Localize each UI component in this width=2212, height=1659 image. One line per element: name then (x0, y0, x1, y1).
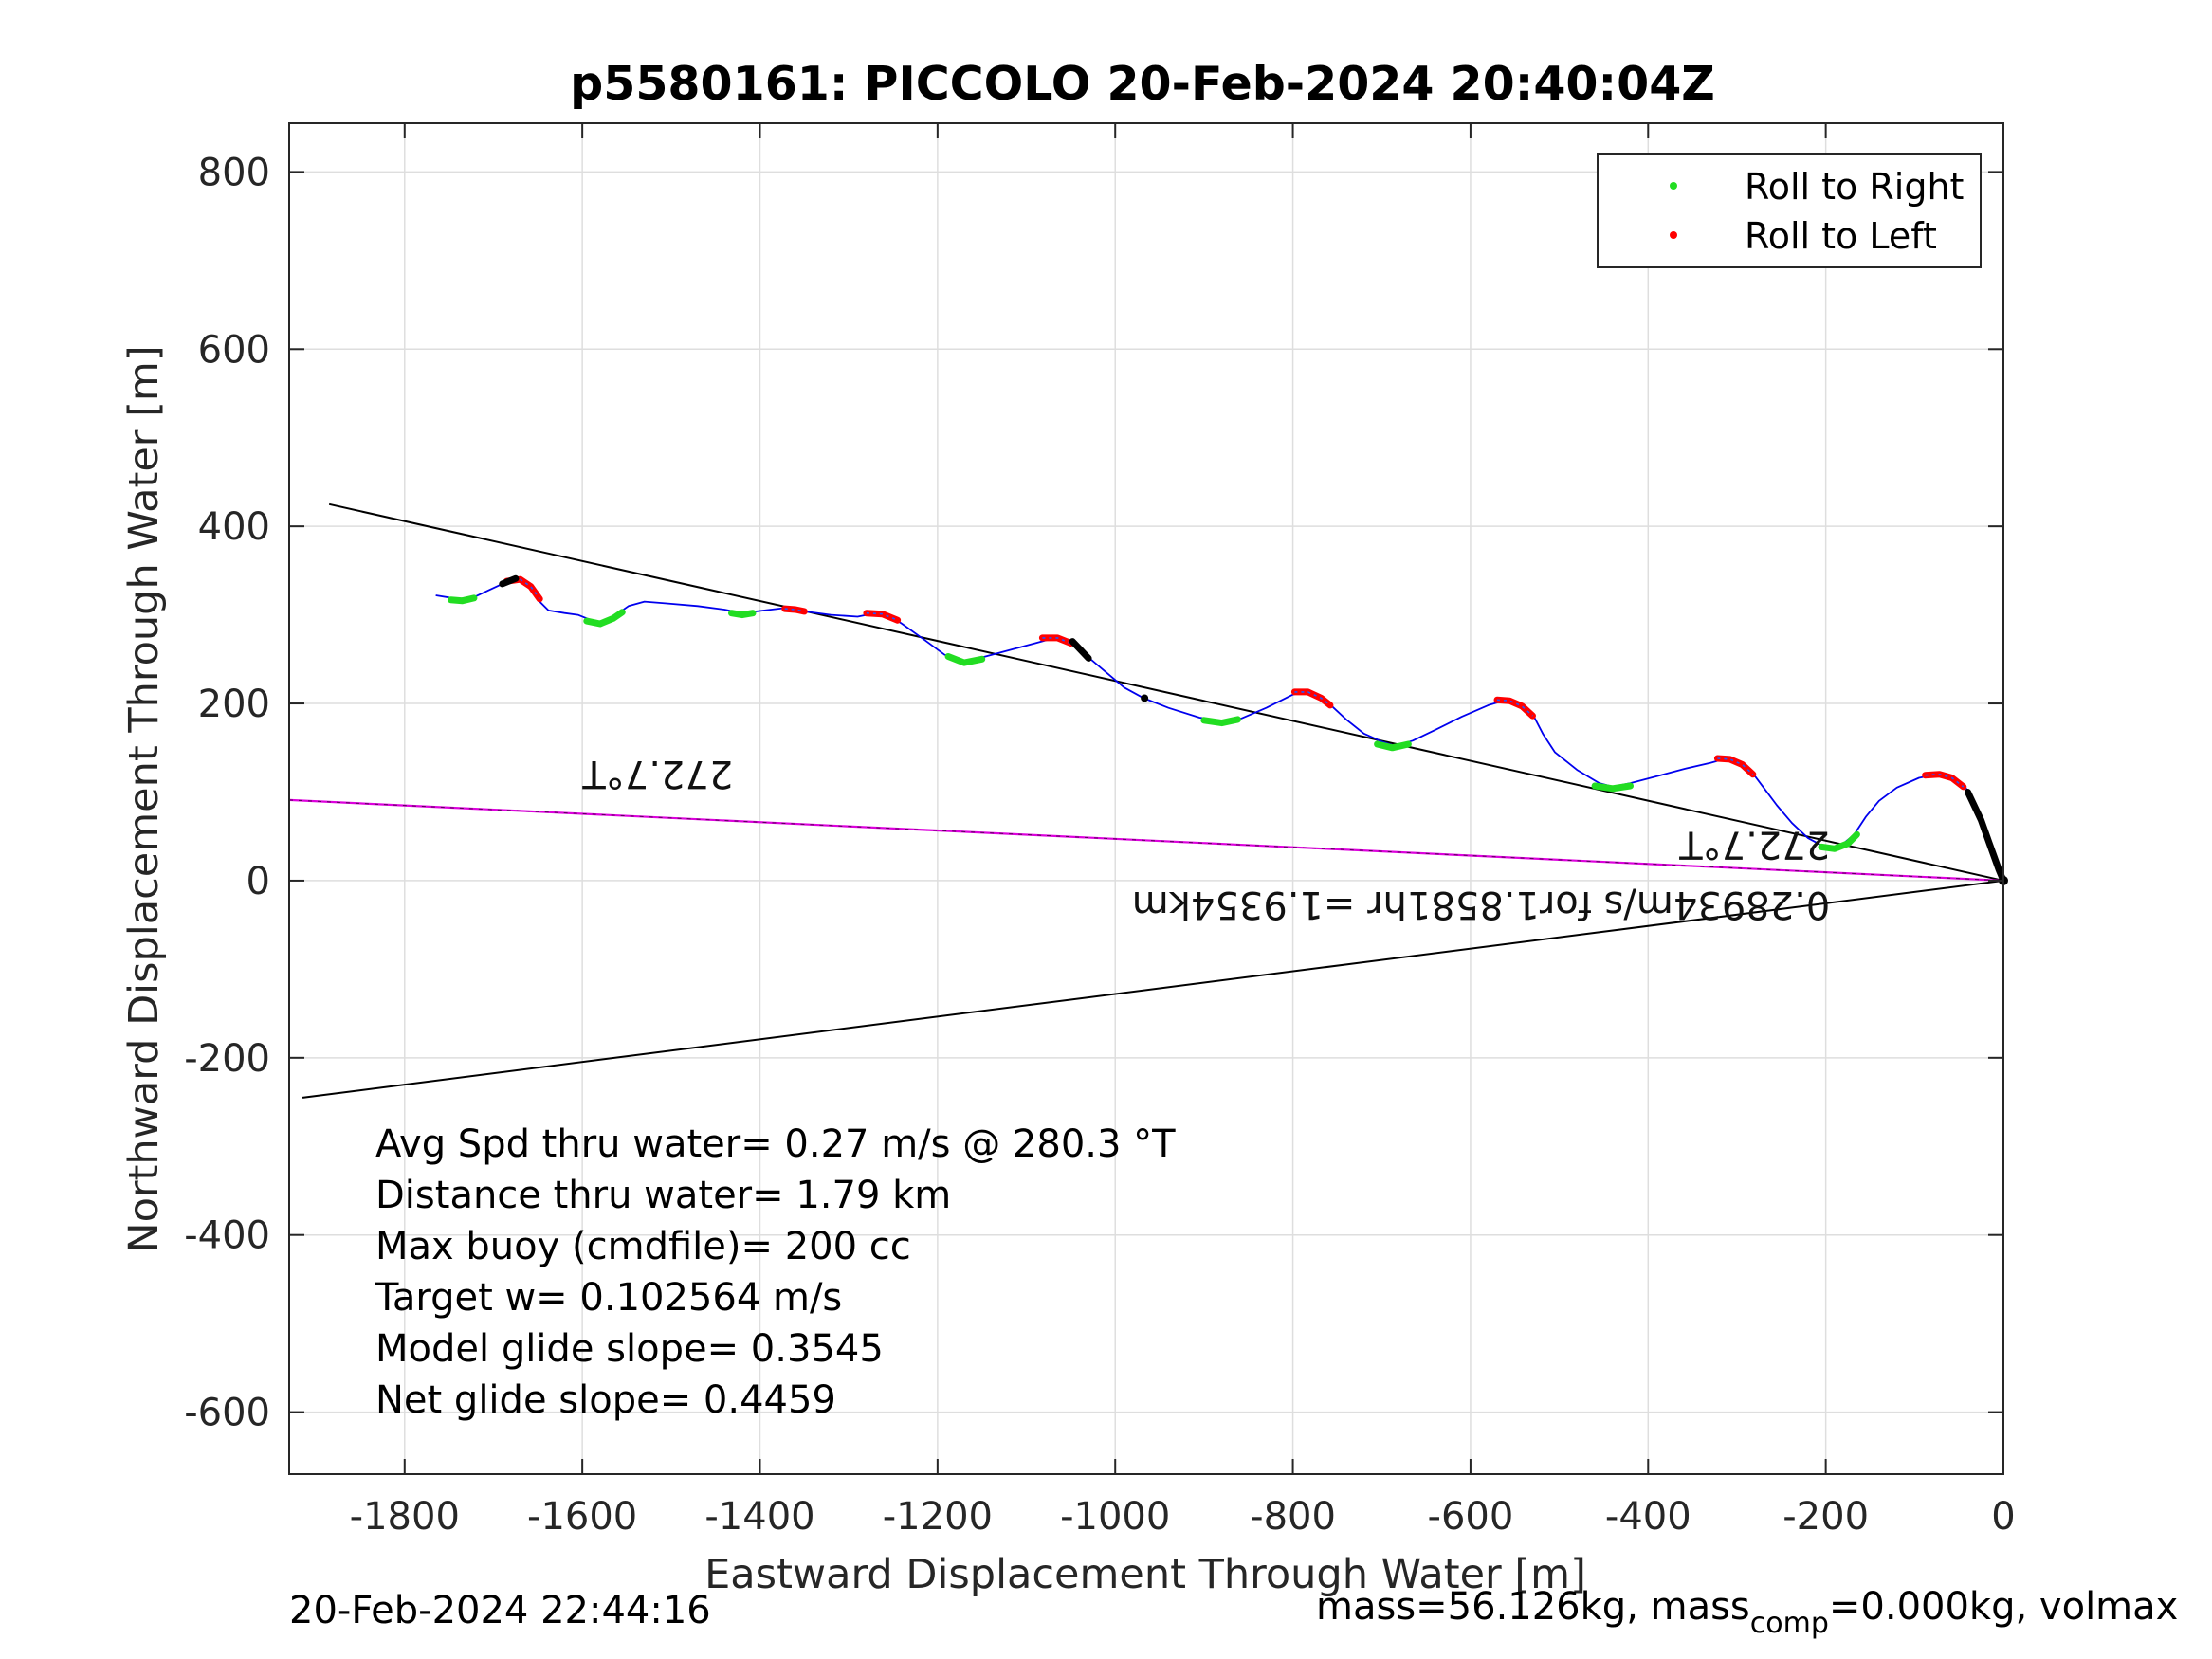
mass-suffix: =0.000kg, volmax (1829, 1585, 2178, 1629)
x-tick-label: -600 (1428, 1495, 1514, 1539)
legend-marker (1670, 231, 1677, 239)
y-tick-label: 600 (198, 328, 270, 372)
y-tick-label: 200 (198, 683, 270, 726)
x-tick-label: -800 (1250, 1495, 1336, 1539)
chart-title: p5580161: PICCOLO 20-Feb-2024 20:40:04Z (570, 57, 1715, 111)
rotated-heading-label: 272.7°T (582, 752, 734, 795)
stats-annotation: Avg Spd thru water= 0.27 m/s @ 280.3 °T (375, 1122, 1176, 1166)
roll-left-overlay (866, 611, 899, 621)
roll-right-segment (1591, 782, 1634, 793)
roll-left-segment (1713, 755, 1757, 778)
roll-left-overlay (1496, 699, 1534, 717)
y-tick-label: 0 (247, 860, 270, 903)
stats-annotation: Target w= 0.102564 m/s (375, 1276, 842, 1320)
roll-left-overlay (1042, 637, 1071, 645)
x-tick-label: -1000 (1060, 1495, 1170, 1539)
x-tick-label: -1600 (527, 1495, 637, 1539)
x-tick-label: -1200 (883, 1495, 993, 1539)
legend-box (1597, 153, 1982, 268)
x-tick-label: -400 (1605, 1495, 1691, 1539)
rotated-heading-label: 0.28934m/s for1.8581hr =1.9354km (1132, 883, 1830, 926)
track-line (435, 578, 2004, 882)
rotated-heading-label: 272.7°T (1679, 822, 1831, 866)
footer-mass-info: mass=56.126kg, masscomp=0.000kg, volmax (1316, 1585, 2178, 1640)
roll-left-overlay (1294, 691, 1331, 706)
stats-annotation: Distance thru water= 1.79 km (375, 1174, 951, 1217)
roll-left-overlay (1925, 773, 1965, 788)
roll-left-segment (781, 605, 808, 615)
x-tick-label: -1800 (350, 1495, 460, 1539)
roll-right-segment (728, 610, 757, 619)
mass-prefix: mass=56.126kg, mass (1316, 1585, 1750, 1629)
reference-line (328, 502, 2004, 882)
y-axis-label: Northward Displacement Through Water [m] (120, 345, 168, 1252)
y-tick-label: 400 (198, 505, 270, 549)
dive-start-segment (499, 574, 520, 588)
y-tick-label: -200 (184, 1037, 270, 1081)
stats-annotation: Model glide slope= 0.3545 (375, 1327, 884, 1371)
mass-subscript: comp (1750, 1607, 1829, 1640)
y-tick-label: -400 (184, 1214, 270, 1258)
legend-label: Roll to Right (1745, 166, 1964, 208)
roll-right-segment (1374, 740, 1412, 752)
roll-right-segment (1818, 830, 1860, 852)
footer-timestamp: 20-Feb-2024 22:44:16 (289, 1589, 711, 1632)
x-tick-label: -200 (1782, 1495, 1869, 1539)
x-axis-label: Eastward Displacement Through Water [m] (704, 1551, 1586, 1598)
reference-line (302, 879, 2004, 1099)
roll-right-segment (583, 609, 626, 628)
x-tick-label: 0 (1991, 1495, 2015, 1539)
waypoint-marker (1141, 694, 1149, 702)
current-line-dash (288, 799, 2004, 882)
roll-right-segment (448, 594, 478, 605)
x-tick-label: -1400 (704, 1495, 814, 1539)
stats-annotation: Net glide slope= 0.4459 (375, 1378, 836, 1422)
roll-right-segment (944, 653, 986, 666)
legend-label: Roll to Left (1745, 215, 1937, 257)
y-tick-label: -600 (184, 1392, 270, 1435)
stats-annotation: Max buoy (cmdfile)= 200 cc (375, 1225, 911, 1268)
plot-frame (288, 122, 2004, 1475)
legend-marker (1670, 182, 1677, 190)
dive-start-segment (1069, 638, 1092, 662)
y-tick-label: 800 (198, 151, 270, 194)
dive-start-segment (1965, 789, 2007, 884)
roll-right-segment (1200, 716, 1241, 727)
